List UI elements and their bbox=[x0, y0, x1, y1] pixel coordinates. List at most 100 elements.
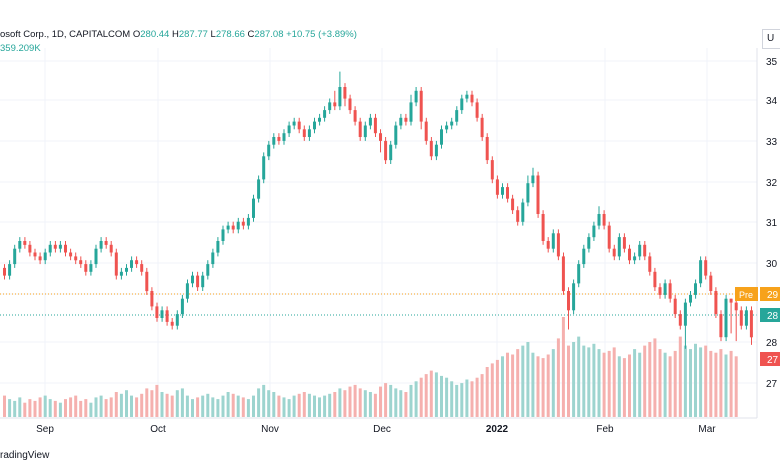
volume-bar bbox=[185, 395, 189, 417]
candle-body bbox=[673, 298, 677, 315]
candle-body bbox=[69, 252, 73, 257]
candle-body bbox=[556, 233, 560, 257]
candle-body bbox=[546, 241, 550, 249]
candle-body bbox=[99, 241, 103, 249]
volume-bar bbox=[694, 343, 697, 417]
volume-bar bbox=[495, 359, 499, 417]
volume-bar bbox=[394, 388, 398, 417]
candle-body bbox=[343, 87, 347, 99]
candle-body bbox=[140, 264, 144, 272]
volume-bar bbox=[678, 336, 682, 417]
candle-body bbox=[135, 260, 139, 265]
change-value: +10.75 (+3.89%) bbox=[286, 29, 357, 40]
volume-bar bbox=[241, 397, 245, 417]
tradingview-logo[interactable]: radingView bbox=[0, 450, 50, 461]
currency-unit-button[interactable]: U bbox=[762, 29, 780, 49]
volume-bar bbox=[287, 399, 291, 417]
candle-body bbox=[323, 110, 327, 118]
volume-bar bbox=[89, 402, 93, 417]
symbol-name[interactable]: osoft Corp., 1D, CAPITALCOM bbox=[0, 29, 131, 40]
time-tick-label: Dec bbox=[373, 424, 391, 435]
symbol-header: osoft Corp., 1D, CAPITALCOM O280.44 H287… bbox=[0, 29, 357, 40]
candle-body bbox=[267, 144, 271, 157]
volume-bar bbox=[404, 392, 408, 417]
time-tick-label: Nov bbox=[261, 424, 279, 435]
price-tick-label: 34 bbox=[766, 96, 778, 107]
volume-bar bbox=[104, 399, 108, 417]
volume-bar bbox=[252, 395, 255, 417]
volume-bar bbox=[74, 395, 78, 417]
pre-label-tag bbox=[735, 287, 758, 301]
candle-body bbox=[38, 256, 42, 261]
price-tag-text: 28 bbox=[767, 311, 779, 322]
candle-body bbox=[48, 244, 52, 253]
candle-body bbox=[43, 252, 47, 261]
price-tags: Pre 29 28 27 bbox=[735, 287, 780, 366]
volume-bar bbox=[84, 399, 88, 417]
candle-body bbox=[531, 175, 535, 184]
candle-body bbox=[104, 241, 108, 245]
candle-body bbox=[170, 321, 174, 326]
volume-bar bbox=[18, 397, 22, 417]
volume-bar bbox=[64, 399, 67, 417]
candle-body bbox=[125, 267, 128, 272]
price-tag bbox=[760, 352, 780, 366]
volume-bar bbox=[470, 381, 474, 417]
candle-body bbox=[262, 156, 266, 180]
volume-bar bbox=[521, 345, 525, 417]
volume-bar bbox=[450, 381, 454, 417]
volume-bar bbox=[216, 399, 220, 417]
candle-body bbox=[668, 283, 672, 299]
close-label: C bbox=[247, 29, 255, 40]
candle-body bbox=[465, 94, 469, 99]
volume-bar bbox=[602, 352, 606, 417]
candle-body bbox=[394, 125, 398, 145]
candle-body bbox=[206, 264, 210, 276]
candle-body bbox=[572, 283, 576, 311]
candle-body bbox=[653, 271, 657, 288]
candle-body bbox=[353, 110, 357, 122]
volume-bar bbox=[592, 343, 596, 417]
volume-bar bbox=[170, 395, 174, 417]
candle-body bbox=[429, 140, 433, 157]
volume-bar bbox=[307, 393, 311, 417]
candle-body bbox=[440, 129, 443, 145]
candle-body bbox=[201, 275, 205, 288]
price-axis[interactable]: 35 34 33 32 31 30 29 28 27 bbox=[766, 57, 778, 390]
candle-body bbox=[445, 125, 449, 130]
volume-bar bbox=[323, 395, 327, 417]
open-label: O bbox=[132, 29, 141, 40]
candle-body bbox=[358, 121, 362, 137]
candle-body bbox=[363, 125, 367, 138]
candle-body bbox=[180, 298, 184, 315]
candle-body bbox=[257, 179, 261, 199]
volume-bar bbox=[277, 395, 281, 417]
candle-body bbox=[150, 291, 154, 307]
candle-body bbox=[246, 217, 250, 226]
candle-body bbox=[587, 237, 591, 249]
volume-bar bbox=[389, 384, 393, 417]
volume-bar bbox=[546, 354, 550, 417]
volume-bar bbox=[445, 377, 449, 417]
volume-bar bbox=[719, 349, 723, 417]
volume-bars bbox=[3, 317, 738, 417]
candle-body bbox=[729, 298, 733, 303]
candle-body bbox=[13, 248, 17, 265]
volume-bar bbox=[531, 352, 535, 417]
candle-body bbox=[373, 117, 377, 134]
candle-body bbox=[114, 252, 118, 276]
close-value: 287.08 bbox=[254, 29, 284, 40]
time-axis[interactable]: Sep Oct Nov Dec 2022 Feb Mar bbox=[36, 424, 716, 435]
volume-bar bbox=[480, 374, 484, 417]
volume-bar bbox=[28, 399, 32, 417]
candle-body bbox=[678, 314, 682, 326]
candle-body bbox=[89, 264, 93, 272]
time-tick-label: Oct bbox=[150, 424, 166, 435]
candle-body bbox=[724, 298, 728, 338]
volume-bar bbox=[8, 399, 12, 417]
candle-body bbox=[338, 87, 342, 107]
low-label: L bbox=[210, 29, 216, 40]
candle-body bbox=[318, 117, 321, 122]
volume-bar bbox=[724, 354, 728, 417]
